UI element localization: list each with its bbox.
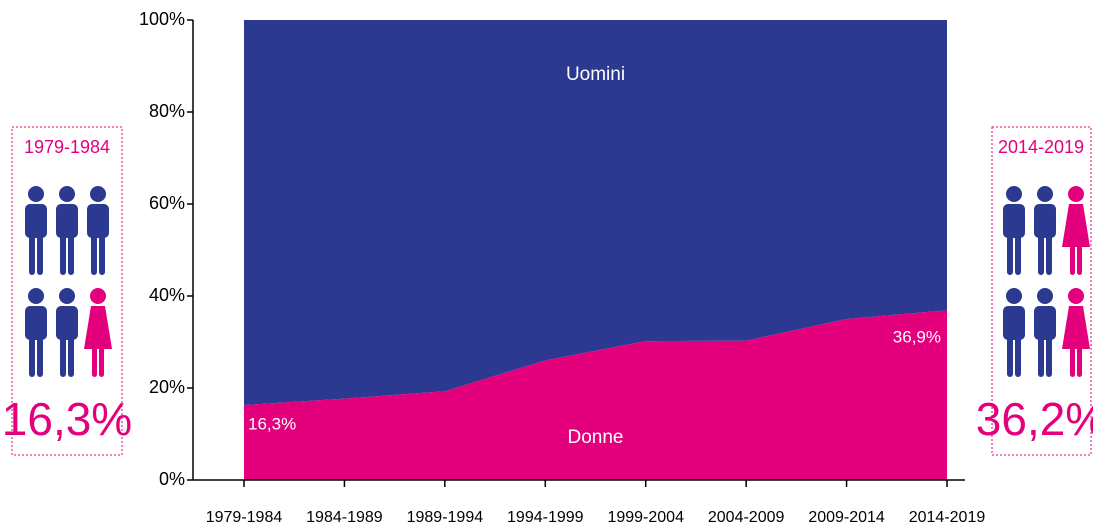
value-label: 36,9% [893,328,941,347]
x-tick-label: 2009-2014 [808,509,885,526]
x-tick-label: 1994-1999 [507,509,584,526]
man-icon [56,288,78,377]
panel-share: 36,2% [976,393,1093,445]
man-icon [1034,186,1056,275]
woman-icon [84,288,112,377]
y-tick-label: 20% [149,377,185,397]
x-tick-label: 1979-1984 [206,509,283,526]
panel-title: 2014-2019 [998,137,1084,157]
x-tick-label: 1984-1989 [306,509,383,526]
woman-icon [1062,186,1090,275]
man-icon [1003,186,1025,275]
y-tick-label: 60% [149,193,185,213]
panel-frame [11,126,123,456]
area [244,310,947,480]
value-label: 16,3% [248,415,296,434]
panel-frame [991,126,1092,456]
x-tick-label: 2004-2009 [708,509,785,526]
y-tick-label: 80% [149,101,185,121]
x-tick-label: 2014-2019 [909,509,986,526]
series-label: Donne [568,427,624,448]
panel-share: 16,3% [2,393,132,445]
y-tick-label: 40% [149,285,185,305]
man-icon [1034,288,1056,377]
x-tick-label: 1999-2004 [607,509,684,526]
x-tick-label: 1989-1994 [407,509,484,526]
man-icon [25,186,47,275]
y-tick-label: 0% [159,469,185,489]
area [244,20,947,406]
man-icon [56,186,78,275]
woman-icon [1062,288,1090,377]
man-icon [25,288,47,377]
man-icon [87,186,109,275]
y-tick-label: 100% [139,9,185,29]
panel-title: 1979-1984 [24,137,110,157]
series-label: Uomini [566,64,625,85]
man-icon [1003,288,1025,377]
